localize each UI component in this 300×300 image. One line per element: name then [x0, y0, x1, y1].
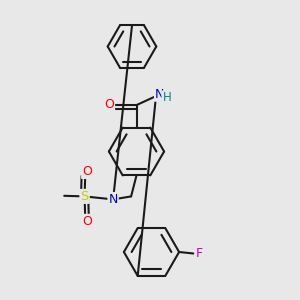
Text: N: N — [108, 193, 118, 206]
Text: S: S — [80, 190, 89, 203]
Text: O: O — [82, 215, 92, 228]
Text: O: O — [104, 98, 114, 111]
Text: N: N — [155, 88, 164, 101]
Text: O: O — [82, 165, 92, 178]
Text: H: H — [162, 92, 171, 104]
Text: F: F — [195, 247, 203, 260]
